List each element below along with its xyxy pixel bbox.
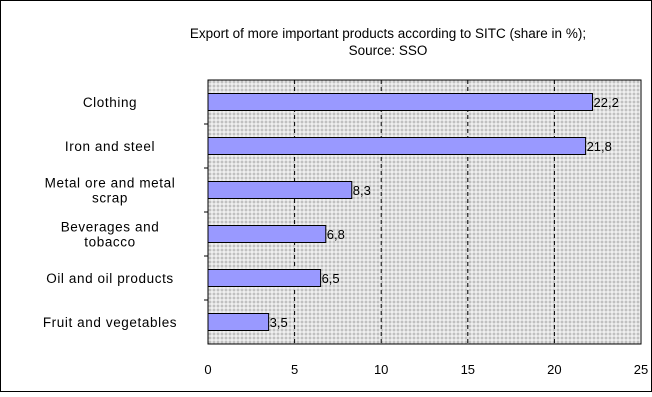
category-label: Fruit and vegetables: [43, 315, 177, 330]
category-label: Metal ore and metal scrap: [45, 176, 176, 206]
category-label: Beverages and tobacco: [61, 220, 160, 250]
chart-subtitle: Source: SSO: [349, 43, 428, 58]
bar: [207, 181, 353, 199]
data-label: 6,5: [322, 271, 340, 286]
minor-grid: [208, 80, 641, 344]
category-label: Iron and steel: [65, 139, 155, 154]
data-label: 6,8: [327, 227, 345, 242]
data-label: 22,2: [594, 95, 619, 110]
bar: [207, 93, 594, 111]
data-label: 3,5: [270, 315, 288, 330]
chart-title: Export of more important products accord…: [190, 26, 586, 41]
bar: [207, 225, 327, 243]
category-label: Oil and oil products: [46, 271, 174, 286]
x-tick-label: 0: [204, 362, 211, 377]
bar: [207, 269, 322, 287]
category-label: Clothing: [83, 95, 137, 110]
x-tick-label: 5: [291, 362, 298, 377]
x-tick-label: 25: [634, 362, 648, 377]
plot-area: 22,2 Clothing 21,8 Iron and steel 8,3 Metal o…: [43, 79, 648, 377]
x-tick-label: 10: [374, 362, 388, 377]
data-label: 8,3: [353, 183, 371, 198]
x-tick-label: 20: [547, 362, 561, 377]
bar: [207, 137, 587, 155]
x-tick-label: 15: [461, 362, 475, 377]
bar: [207, 313, 270, 331]
data-label: 21,8: [587, 139, 612, 154]
